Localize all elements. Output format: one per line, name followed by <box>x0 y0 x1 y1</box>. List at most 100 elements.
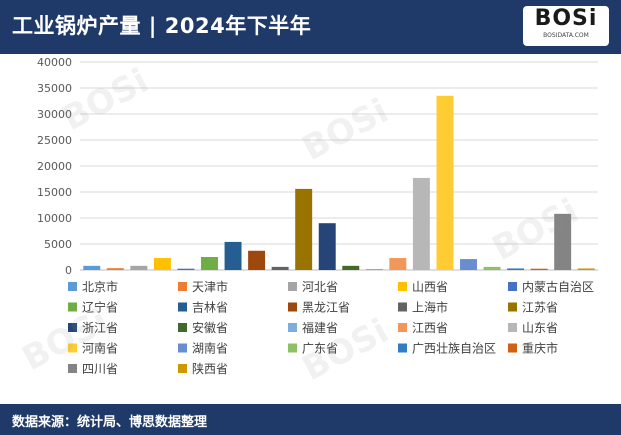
legend-label: 重庆市 <box>522 341 558 356</box>
legend-label: 安徽省 <box>192 320 228 335</box>
bar <box>460 259 477 270</box>
legend-swatch <box>398 323 407 332</box>
legend-swatch <box>68 302 77 312</box>
legend-label: 湖南省 <box>192 341 228 356</box>
y-tick-label: 15000 <box>37 186 72 199</box>
legend-label: 辽宁省 <box>82 300 118 315</box>
y-tick-label: 25000 <box>37 134 72 147</box>
y-tick-label: 40000 <box>37 56 72 69</box>
legend-swatch <box>178 302 187 312</box>
legend-item: 吉林省 <box>178 301 228 315</box>
legend-label: 山西省 <box>412 280 448 294</box>
legend-item: 河南省 <box>68 341 118 356</box>
bar <box>483 266 501 270</box>
legend-swatch <box>178 343 187 353</box>
bar <box>201 257 218 270</box>
bar <box>295 188 313 270</box>
bar <box>318 223 336 270</box>
bar <box>106 268 124 270</box>
y-tick-label: 30000 <box>37 108 72 121</box>
legend-swatch <box>398 343 407 353</box>
legend-swatch <box>398 302 407 312</box>
legend-item: 黑龙江省 <box>288 301 350 315</box>
legend-swatch <box>398 282 407 291</box>
legend-item: 四川省 <box>68 362 118 376</box>
logo-text: BOSi <box>534 6 598 31</box>
bar <box>507 268 525 270</box>
legend-swatch <box>68 364 77 373</box>
bar-chart: 0 5000 10000 15000 20000 25000 30000 35000 40000… <box>37 56 598 376</box>
bar <box>177 268 195 270</box>
legend-item: 福建省 <box>288 320 338 335</box>
title-bar: 工业锅炉产量 | 2024年下半年 BOSi BOSIDATA.COM <box>0 0 621 54</box>
legend-label: 浙江省 <box>82 321 118 335</box>
page-title: 工业锅炉产量 | 2024年下半年 <box>12 14 312 38</box>
legend-label: 四川省 <box>82 362 118 376</box>
bar <box>224 241 242 270</box>
legend-label: 北京市 <box>82 279 118 294</box>
legend-swatch <box>178 282 187 291</box>
bar <box>436 95 454 270</box>
legend-swatch <box>508 343 517 353</box>
bar <box>554 213 572 270</box>
legend-label: 广西壮族自治区 <box>412 342 496 356</box>
bar <box>130 265 148 270</box>
bar <box>412 177 430 270</box>
legend-item: 山西省 <box>398 280 448 294</box>
legend-label: 天津市 <box>192 279 228 294</box>
legend-swatch <box>68 323 77 332</box>
legend-item: 天津市 <box>178 279 228 294</box>
y-tick-label: 5000 <box>44 238 72 251</box>
bar <box>153 258 171 270</box>
legend-item: 北京市 <box>68 279 118 294</box>
chart-area: 0 5000 10000 15000 20000 25000 30000 35000 40000… <box>0 54 621 404</box>
legend-item: 安徽省 <box>178 320 228 335</box>
legend-item: 湖南省 <box>178 341 228 356</box>
legend-swatch <box>288 302 297 312</box>
y-tick-label: 10000 <box>37 212 72 225</box>
legend-item: 上海市 <box>398 300 448 315</box>
y-tick-label: 35000 <box>37 82 72 95</box>
legend-label: 河北省 <box>302 280 338 294</box>
legend-swatch <box>178 364 187 373</box>
legend-swatch <box>68 343 77 353</box>
bar <box>83 265 101 270</box>
legend-label: 福建省 <box>302 320 338 335</box>
legend-label: 江西省 <box>412 321 448 335</box>
bar <box>248 250 266 270</box>
logo-url: BOSIDATA.COM <box>543 32 589 39</box>
legend-label: 内蒙古自治区 <box>522 279 594 294</box>
legend-item: 江苏省 <box>508 301 558 315</box>
legend-item: 山东省 <box>508 321 558 335</box>
legend-swatch <box>288 282 297 291</box>
legend-label: 陕西省 <box>192 361 228 376</box>
bar <box>530 268 548 270</box>
source-bar: 数据来源：统计局、博思数据整理 <box>0 404 621 435</box>
data-source: 数据来源：统计局、博思数据整理 <box>12 415 208 430</box>
legend-label: 黑龙江省 <box>302 301 350 315</box>
legend-label: 广东省 <box>302 342 338 356</box>
legend-swatch <box>508 302 517 312</box>
legend-swatch <box>178 323 187 332</box>
bar <box>342 265 360 270</box>
legend-label: 上海市 <box>412 300 448 315</box>
legend-item: 辽宁省 <box>68 300 118 315</box>
bar <box>365 268 383 270</box>
legend-item: 陕西省 <box>178 361 228 376</box>
legend-label: 山东省 <box>522 321 558 335</box>
bar <box>271 266 289 270</box>
legend-label: 吉林省 <box>192 301 228 315</box>
legend-item: 广东省 <box>288 342 338 356</box>
legend-item: 重庆市 <box>508 341 558 356</box>
legend-label: 江苏省 <box>522 301 558 315</box>
bar <box>577 268 595 270</box>
legend-item: 内蒙古自治区 <box>508 279 594 294</box>
legend-label: 河南省 <box>82 341 118 356</box>
y-tick-label: 20000 <box>37 160 72 173</box>
legend-swatch <box>288 323 297 332</box>
brand-logo: BOSi BOSIDATA.COM <box>523 6 609 46</box>
legend-swatch <box>288 343 297 353</box>
bar <box>389 258 407 270</box>
legend-swatch <box>508 323 517 332</box>
